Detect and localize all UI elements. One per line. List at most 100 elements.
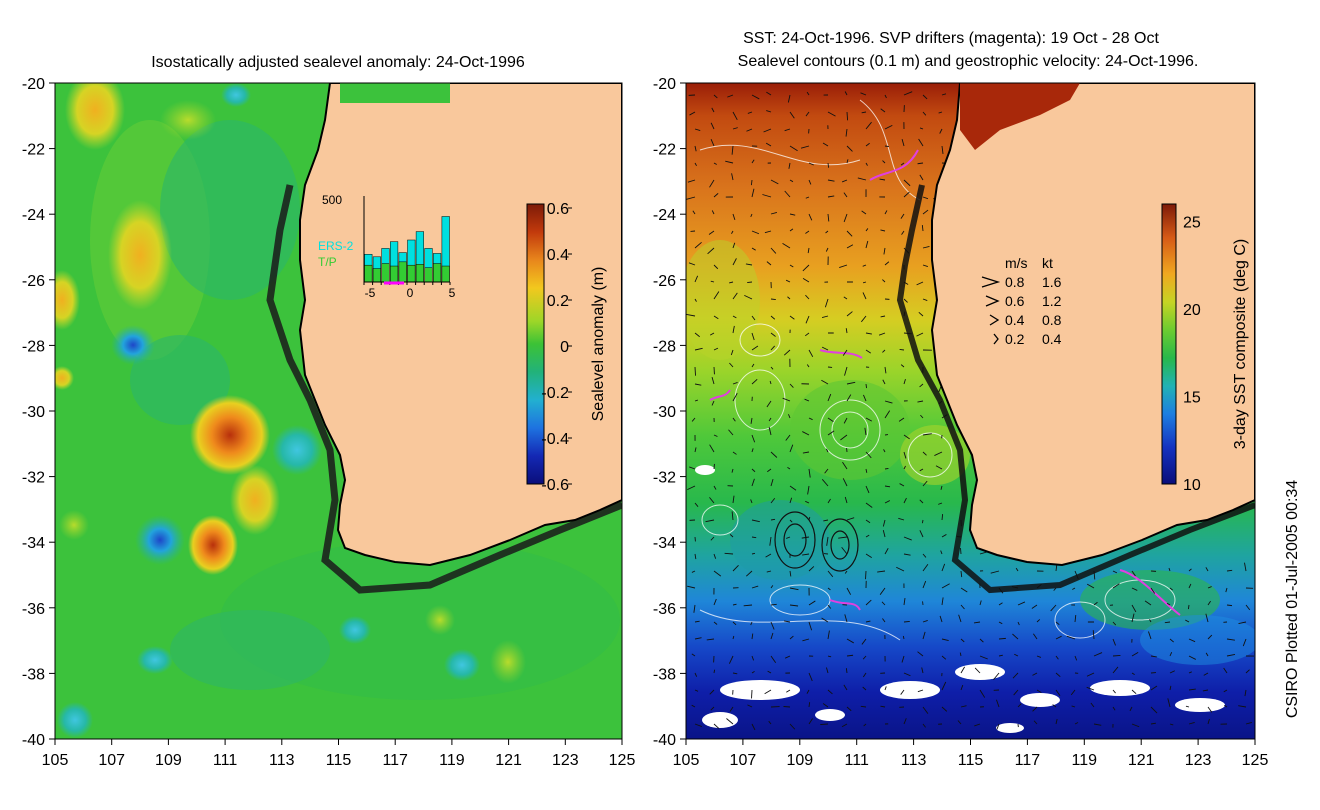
velocity-arrow [918,311,924,317]
velocity-arrow [709,444,715,453]
velocity-arrow [990,570,1000,574]
speed-legend-header-kt: kt [1042,255,1053,271]
velocity-arrow [899,483,905,487]
velocity-arrow [805,230,810,234]
velocity-arrow [802,278,810,283]
velocity-arrow [770,655,777,663]
velocity-arrow [898,417,905,422]
sealevel-colorbar-tick-label: -0.2 [541,385,569,402]
velocity-arrow [865,599,872,606]
inset-bar-tp [407,264,416,283]
velocity-arrow [710,138,715,147]
velocity-arrow [1225,587,1228,593]
velocity-arrow [694,145,697,152]
velocity-arrow [1031,604,1038,609]
velocity-arrow [884,94,887,99]
velocity-arrow [941,638,949,641]
velocity-arrow [863,394,867,402]
left-xtick-label: 123 [552,752,579,769]
velocity-arrow [784,655,791,659]
velocity-arrow [860,705,867,708]
velocity-arrow [1015,567,1019,572]
velocity-arrow [900,213,905,219]
velocity-arrow [903,451,907,459]
velocity-arrow [902,635,905,640]
velocity-arrow [808,417,813,421]
velocity-arrow [979,638,984,643]
velocity-arrow [1070,689,1076,696]
right-ytick-label: -26 [653,273,676,290]
velocity-arrow [782,397,791,402]
velocity-arrow [731,145,734,155]
velocity-arrow [770,632,774,640]
velocity-arrow [768,426,772,436]
left-xtick-label: 105 [42,752,69,769]
anomaly-high-edge [55,270,80,330]
velocity-arrow [789,723,796,730]
speed-legend: m/s kt 0.8 1.6 0.6 1.2 0.4 0.8 0.2 0.4 [981,255,1062,347]
velocity-arrow [846,381,856,385]
velocity-arrow [973,621,981,624]
speed-legend-ms-value: 0.4 [1005,312,1025,328]
velocity-arrow [786,689,791,693]
velocity-arrow [1148,631,1152,640]
velocity-arrow [865,485,870,494]
velocity-arrow [808,702,811,708]
velocity-arrow [766,261,772,266]
velocity-arrow [865,468,868,473]
right-ytick-label: -40 [653,732,676,749]
left-xtick-label: 111 [213,752,237,769]
velocity-arrow [1112,706,1116,711]
velocity-arrow [960,548,962,555]
velocity-arrow [801,536,810,539]
velocity-arrow [827,587,831,591]
velocity-arrow [822,142,829,147]
velocity-arrow [1207,706,1213,713]
velocity-arrow [1066,635,1076,640]
sst-colorbar-tick-label: 15 [1183,390,1201,407]
velocity-arrow [751,363,755,368]
velocity-arrow [1150,722,1156,725]
inset-bar-tp [381,263,390,283]
velocity-arrow [1072,587,1076,590]
velocity-arrow [687,485,696,491]
velocity-arrow [786,536,791,539]
velocity-arrow [770,497,776,504]
velocity-arrow [882,530,886,538]
velocity-arrow [1032,706,1038,712]
velocity-arrow [922,706,929,714]
velocity-arrow [884,485,891,488]
velocity-arrow [732,292,738,300]
velocity-arrow [823,519,829,522]
velocity-arrow [1017,703,1022,708]
velocity-arrow [957,720,962,725]
sealevel-colorbar-ramp [526,203,545,485]
velocity-arrow [787,466,791,470]
velocity-arrow [827,570,834,578]
velocity-arrow [919,468,924,472]
velocity-arrow [713,264,719,270]
velocity-arrow [1149,619,1152,623]
velocity-arrow [691,653,696,657]
velocity-arrow [1032,633,1038,640]
velocity-arrow [770,298,776,301]
velocity-arrow [884,686,887,691]
velocity-arrow [845,128,848,137]
velocity-arrow [1205,567,1209,572]
velocity-arrow [1032,672,1038,676]
velocity-arrow [1131,689,1137,695]
velocity-arrow [802,451,810,454]
velocity-arrow [783,620,791,623]
velocity-arrow [1188,722,1195,725]
velocity-arrow [941,93,947,96]
velocity-arrow [1013,689,1019,696]
velocity-arrow [865,502,873,508]
velocity-arrow [922,298,928,302]
velocity-arrow [919,530,924,538]
velocity-arrow [751,478,755,487]
velocity-arrow [941,514,944,521]
velocity-arrow [1086,672,1095,677]
velocity-arrow [1012,672,1019,679]
left-axes: -20 -22 -24 -26 -28 -30 -32 -34 -36 -38 -40 105 107 1… [22,76,636,769]
